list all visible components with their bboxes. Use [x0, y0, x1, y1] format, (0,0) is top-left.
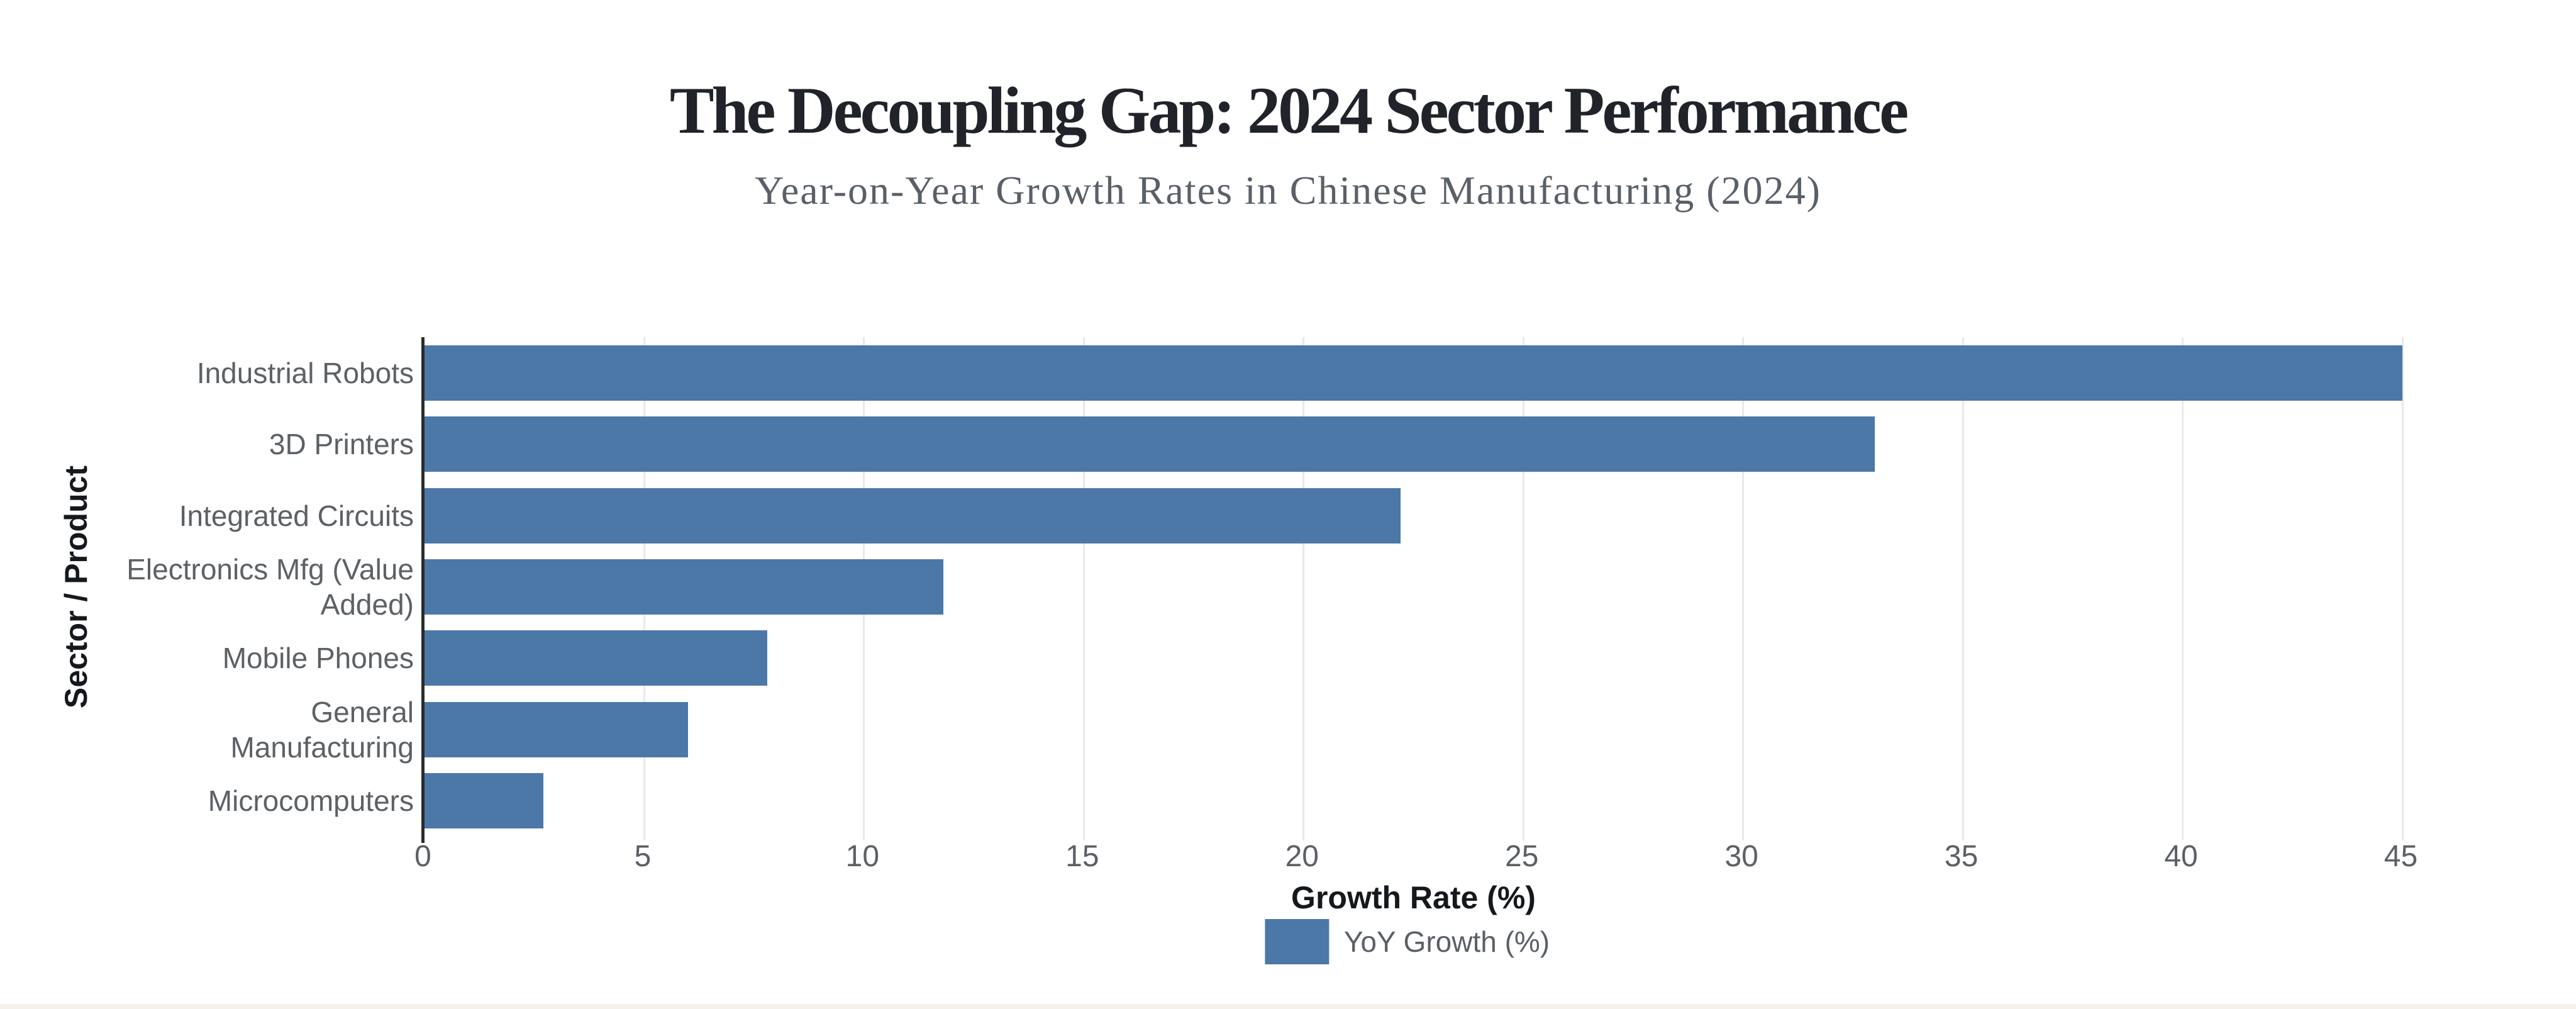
- x-tick-label-45: 45: [2384, 840, 2418, 873]
- bar-industrial-robots: [425, 345, 2402, 401]
- y-tick-label: Electronics Mfg (Value Added): [126, 552, 414, 621]
- gridline-x-20: [1302, 337, 1305, 840]
- y-tick-label: Industrial Robots: [196, 356, 414, 389]
- x-tick-label-35: 35: [1944, 840, 1979, 873]
- x-tick-label-25: 25: [1505, 840, 1539, 873]
- gridline-x-15: [1082, 337, 1085, 840]
- gridline-x-45: [2401, 337, 2404, 840]
- page-bottom-strip: [0, 1004, 2576, 1009]
- bar-3d-printers: [425, 416, 1875, 472]
- x-tick-label-0: 0: [414, 840, 431, 873]
- bar-microcomputers: [425, 773, 543, 829]
- y-tick-label: Mobile Phones: [222, 642, 414, 675]
- bar-general-manufacturing: [425, 701, 689, 757]
- chart-subtitle: Year-on-Year Growth Rates in Chinese Man…: [755, 168, 1821, 213]
- chart-title: The Decoupling Gap: 2024 Sector Performa…: [669, 74, 1909, 147]
- y-tick-label: 3D Printers: [269, 428, 414, 461]
- bar-integrated-circuits: [425, 488, 1401, 544]
- x-tick-label-20: 20: [1285, 840, 1319, 873]
- gridline-x-30: [1742, 337, 1745, 840]
- x-tick-label-40: 40: [2164, 840, 2198, 873]
- y-tick-label: General Manufacturing: [230, 695, 414, 764]
- legend-swatch: [1264, 919, 1329, 964]
- y-tick-label: Integrated Circuits: [179, 499, 414, 532]
- y-axis-line: [421, 337, 425, 843]
- x-tick-label-15: 15: [1065, 840, 1099, 873]
- gridline-x-25: [1522, 337, 1524, 840]
- x-tick-label-5: 5: [634, 840, 652, 873]
- legend-label: YoY Growth (%): [1343, 925, 1550, 958]
- y-tick-label: Microcomputers: [208, 784, 414, 818]
- x-tick-label-30: 30: [1724, 840, 1758, 873]
- bar-mobile-phones: [425, 630, 768, 686]
- x-axis-title: Growth Rate (%): [1291, 880, 1536, 915]
- gridline-x-35: [1962, 337, 1964, 840]
- bar-electronics-mfg-value-added: [425, 559, 943, 615]
- gridline-x-40: [2182, 337, 2184, 840]
- x-tick-label-10: 10: [845, 840, 880, 873]
- legend: YoY Growth (%): [1264, 919, 1550, 964]
